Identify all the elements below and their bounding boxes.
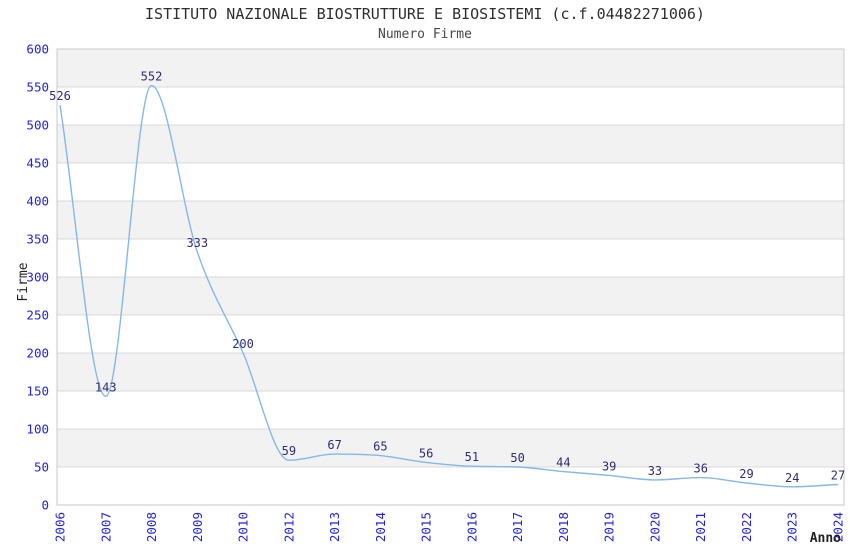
x-tick-label: 2014 [373, 512, 388, 542]
x-tick-label: 2010 [236, 512, 251, 542]
data-point-label: 552 [141, 69, 163, 83]
data-point-label: 333 [186, 236, 208, 250]
plot-band [57, 125, 844, 163]
x-tick-label: 2018 [556, 512, 571, 542]
y-tick-label: 250 [26, 308, 49, 323]
y-tick-label: 50 [34, 460, 49, 475]
y-tick-label: 500 [26, 118, 49, 133]
y-tick-label: 350 [26, 232, 49, 247]
data-point-label: 24 [785, 471, 799, 485]
data-point-label: 44 [556, 456, 570, 470]
y-tick-label: 150 [26, 384, 49, 399]
y-tick-label: 400 [26, 194, 49, 209]
plot-band [57, 429, 844, 467]
x-tick-label: 2012 [281, 512, 296, 542]
data-point-label: 39 [602, 459, 616, 473]
x-tick-label: 2007 [98, 512, 113, 542]
data-point-label: 29 [739, 467, 753, 481]
plot-border [56, 48, 845, 506]
data-point-label: 65 [373, 440, 387, 454]
plot-band [57, 49, 844, 87]
y-tick-label: 550 [26, 80, 49, 95]
x-tick-label: 2021 [693, 512, 708, 542]
data-point-label: 200 [232, 337, 254, 351]
chart-title: ISTITUTO NAZIONALE BIOSTRUTTURE E BIOSIS… [145, 5, 705, 23]
data-point-label: 56 [419, 446, 433, 460]
y-tick-label: 300 [26, 270, 49, 285]
plot-band [57, 201, 844, 239]
x-tick-label: 2016 [464, 512, 479, 542]
x-tick-label: 2022 [739, 512, 754, 542]
x-tick-label: 2006 [53, 512, 68, 542]
y-tick-label: 600 [26, 42, 49, 57]
x-tick-label: 2008 [144, 512, 159, 542]
y-axis-title: Firme [16, 262, 31, 301]
x-axis-title: Anno [810, 531, 841, 546]
data-point-label: 33 [648, 464, 662, 478]
y-tick-label: 100 [26, 422, 49, 437]
data-point-label: 67 [327, 438, 341, 452]
data-point-label: 27 [831, 468, 845, 482]
series-line [59, 84, 839, 488]
x-tick-label: 2013 [327, 512, 342, 542]
x-tick-label: 2024 [831, 512, 846, 542]
y-tick-label: 200 [26, 346, 49, 361]
plot-band [57, 353, 844, 391]
x-tick-label: 2019 [602, 512, 617, 542]
data-point-label: 50 [510, 451, 524, 465]
chart-subtitle: Numero Firme [378, 27, 472, 42]
x-tick-label: 2015 [419, 512, 434, 542]
x-tick-label: 2009 [190, 512, 205, 542]
data-point-label: 51 [465, 450, 479, 464]
data-point-label: 36 [693, 462, 707, 476]
data-point-label: 526 [49, 89, 71, 103]
x-tick-label: 2017 [510, 512, 525, 542]
y-tick-label: 0 [41, 498, 49, 513]
data-point-label: 59 [282, 444, 296, 458]
data-point-label: 143 [95, 380, 117, 394]
plot-band [57, 277, 844, 315]
x-tick-label: 2023 [785, 512, 800, 542]
x-tick-label: 2020 [647, 512, 662, 542]
y-tick-label: 450 [26, 156, 49, 171]
